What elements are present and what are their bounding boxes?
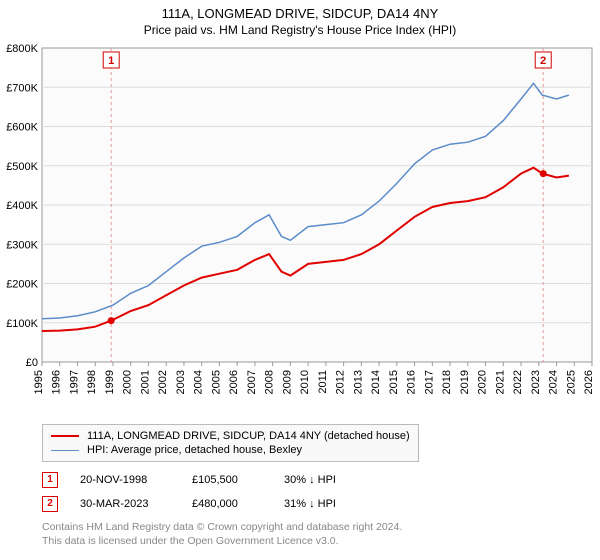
sale-marker-label: 1 xyxy=(108,55,114,67)
x-tick-label: 2000 xyxy=(122,370,134,394)
chart-title: 111A, LONGMEAD DRIVE, SIDCUP, DA14 4NY xyxy=(0,0,600,21)
y-tick-label: £600K xyxy=(6,122,38,134)
sale-marker-2: 2 xyxy=(42,496,58,512)
sale-point xyxy=(540,170,547,177)
sale-point xyxy=(108,317,115,324)
x-tick-label: 2024 xyxy=(548,370,560,394)
y-tick-label: £100K xyxy=(6,318,38,330)
sale-price: £105,500 xyxy=(192,474,262,486)
sales-table: 1 20-NOV-1998 £105,500 30% ↓ HPI 2 30-MA… xyxy=(42,468,336,516)
sale-date: 20-NOV-1998 xyxy=(80,474,170,486)
y-tick-label: £300K xyxy=(6,239,38,251)
x-tick-label: 1995 xyxy=(33,370,45,394)
x-tick-label: 2022 xyxy=(512,370,524,394)
x-tick-label: 2018 xyxy=(441,370,453,394)
x-tick-label: 2011 xyxy=(317,370,329,394)
attribution-line: This data is licensed under the Open Gov… xyxy=(42,534,402,548)
legend-swatch-hpi xyxy=(51,450,79,451)
x-tick-label: 2006 xyxy=(228,370,240,394)
legend-label: 111A, LONGMEAD DRIVE, SIDCUP, DA14 4NY (… xyxy=(87,430,410,442)
x-tick-label: 2002 xyxy=(157,370,169,394)
chart-svg: £0 £100K £200K £300K £400K £500K £600K £700K £80… xyxy=(0,42,600,420)
x-tick-label: 1996 xyxy=(51,370,63,394)
x-tick-label: 1998 xyxy=(86,370,98,394)
x-tick-label: 2021 xyxy=(494,370,506,394)
legend-item: 111A, LONGMEAD DRIVE, SIDCUP, DA14 4NY (… xyxy=(51,429,410,443)
x-tick-label: 2009 xyxy=(281,370,293,394)
attribution: Contains HM Land Registry data © Crown c… xyxy=(42,520,402,548)
x-tick-label: 2025 xyxy=(565,370,577,394)
sale-hpi-delta: 30% ↓ HPI xyxy=(284,474,336,486)
x-tick-label: 2005 xyxy=(210,370,222,394)
y-tick-label: £700K xyxy=(6,82,38,94)
y-tick-label: £500K xyxy=(6,161,38,173)
x-tick-label: 2003 xyxy=(175,370,187,394)
x-tick-label: 2019 xyxy=(459,370,471,394)
chart-container: { "title": "111A, LONGMEAD DRIVE, SIDCUP… xyxy=(0,0,600,560)
x-tick-label: 2008 xyxy=(264,370,276,394)
x-tick-label: 2004 xyxy=(193,370,205,394)
x-tick-label: 2001 xyxy=(139,370,151,394)
sale-hpi-delta: 31% ↓ HPI xyxy=(284,498,336,510)
table-row: 1 20-NOV-1998 £105,500 30% ↓ HPI xyxy=(42,468,336,492)
x-tick-label: 1997 xyxy=(68,370,80,394)
x-tick-label: 2020 xyxy=(477,370,489,394)
attribution-line: Contains HM Land Registry data © Crown c… xyxy=(42,520,402,534)
x-tick-label: 1999 xyxy=(104,370,116,394)
y-tick-label: £400K xyxy=(6,200,38,212)
x-tick-label: 2013 xyxy=(352,370,364,394)
x-tick-label: 2014 xyxy=(370,370,382,394)
sale-marker-label: 2 xyxy=(540,55,546,67)
legend-item: HPI: Average price, detached house, Bexl… xyxy=(51,443,410,457)
legend-label: HPI: Average price, detached house, Bexl… xyxy=(87,444,302,456)
y-tick-label: £800K xyxy=(6,43,38,55)
chart-area: £0 £100K £200K £300K £400K £500K £600K £700K £80… xyxy=(0,42,600,420)
sale-price: £480,000 xyxy=(192,498,262,510)
x-tick-label: 2026 xyxy=(583,370,595,394)
x-tick-label: 2015 xyxy=(388,370,400,394)
x-tick-label: 2023 xyxy=(530,370,542,394)
legend-swatch-property xyxy=(51,435,79,437)
x-tick-label: 2016 xyxy=(406,370,418,394)
x-tick-label: 2007 xyxy=(246,370,258,394)
legend: 111A, LONGMEAD DRIVE, SIDCUP, DA14 4NY (… xyxy=(42,424,419,462)
x-tick-label: 2012 xyxy=(335,370,347,394)
chart-subtitle: Price paid vs. HM Land Registry's House … xyxy=(0,21,600,37)
sale-date: 30-MAR-2023 xyxy=(80,498,170,510)
table-row: 2 30-MAR-2023 £480,000 31% ↓ HPI xyxy=(42,492,336,516)
x-tick-label: 2017 xyxy=(423,370,435,394)
x-tick-label: 2010 xyxy=(299,370,311,394)
y-tick-label: £200K xyxy=(6,279,38,291)
y-tick-label: £0 xyxy=(26,357,38,369)
sale-marker-1: 1 xyxy=(42,472,58,488)
